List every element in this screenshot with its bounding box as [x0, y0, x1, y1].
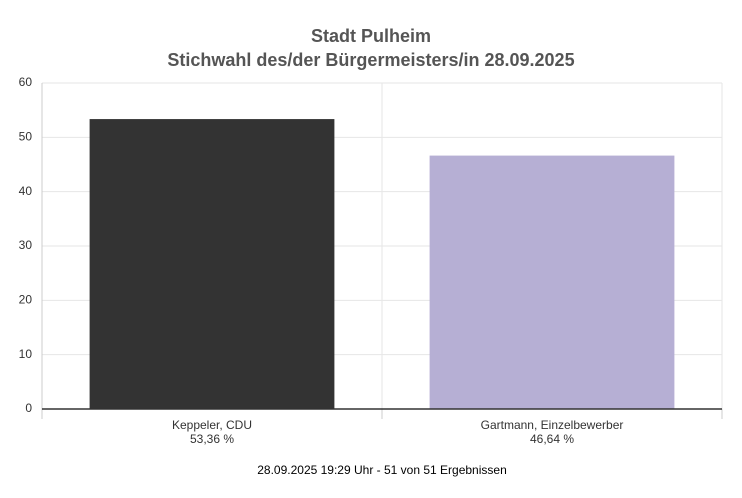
value-label: 46,64 % [530, 432, 574, 446]
footnote: 28.09.2025 19:29 Uhr - 51 von 51 Ergebni… [257, 463, 507, 477]
y-tick-label: 10 [19, 347, 33, 361]
bar [429, 155, 675, 409]
value-label: 53,36 % [190, 432, 234, 446]
y-tick-label: 20 [19, 293, 33, 307]
y-tick-label: 50 [19, 130, 33, 144]
y-tick-label: 40 [19, 184, 33, 198]
y-tick-label: 30 [19, 238, 33, 252]
y-tick-label: 0 [25, 401, 32, 415]
chart-title: Stadt Pulheim [311, 26, 431, 46]
y-tick-label: 60 [19, 75, 33, 89]
bar [89, 119, 335, 409]
chart-subtitle: Stichwahl des/der Bürgermeisters/in 28.0… [167, 50, 574, 70]
x-tick-label: Gartmann, Einzelbewerber [481, 418, 624, 432]
x-tick-label: Keppeler, CDU [172, 418, 252, 432]
